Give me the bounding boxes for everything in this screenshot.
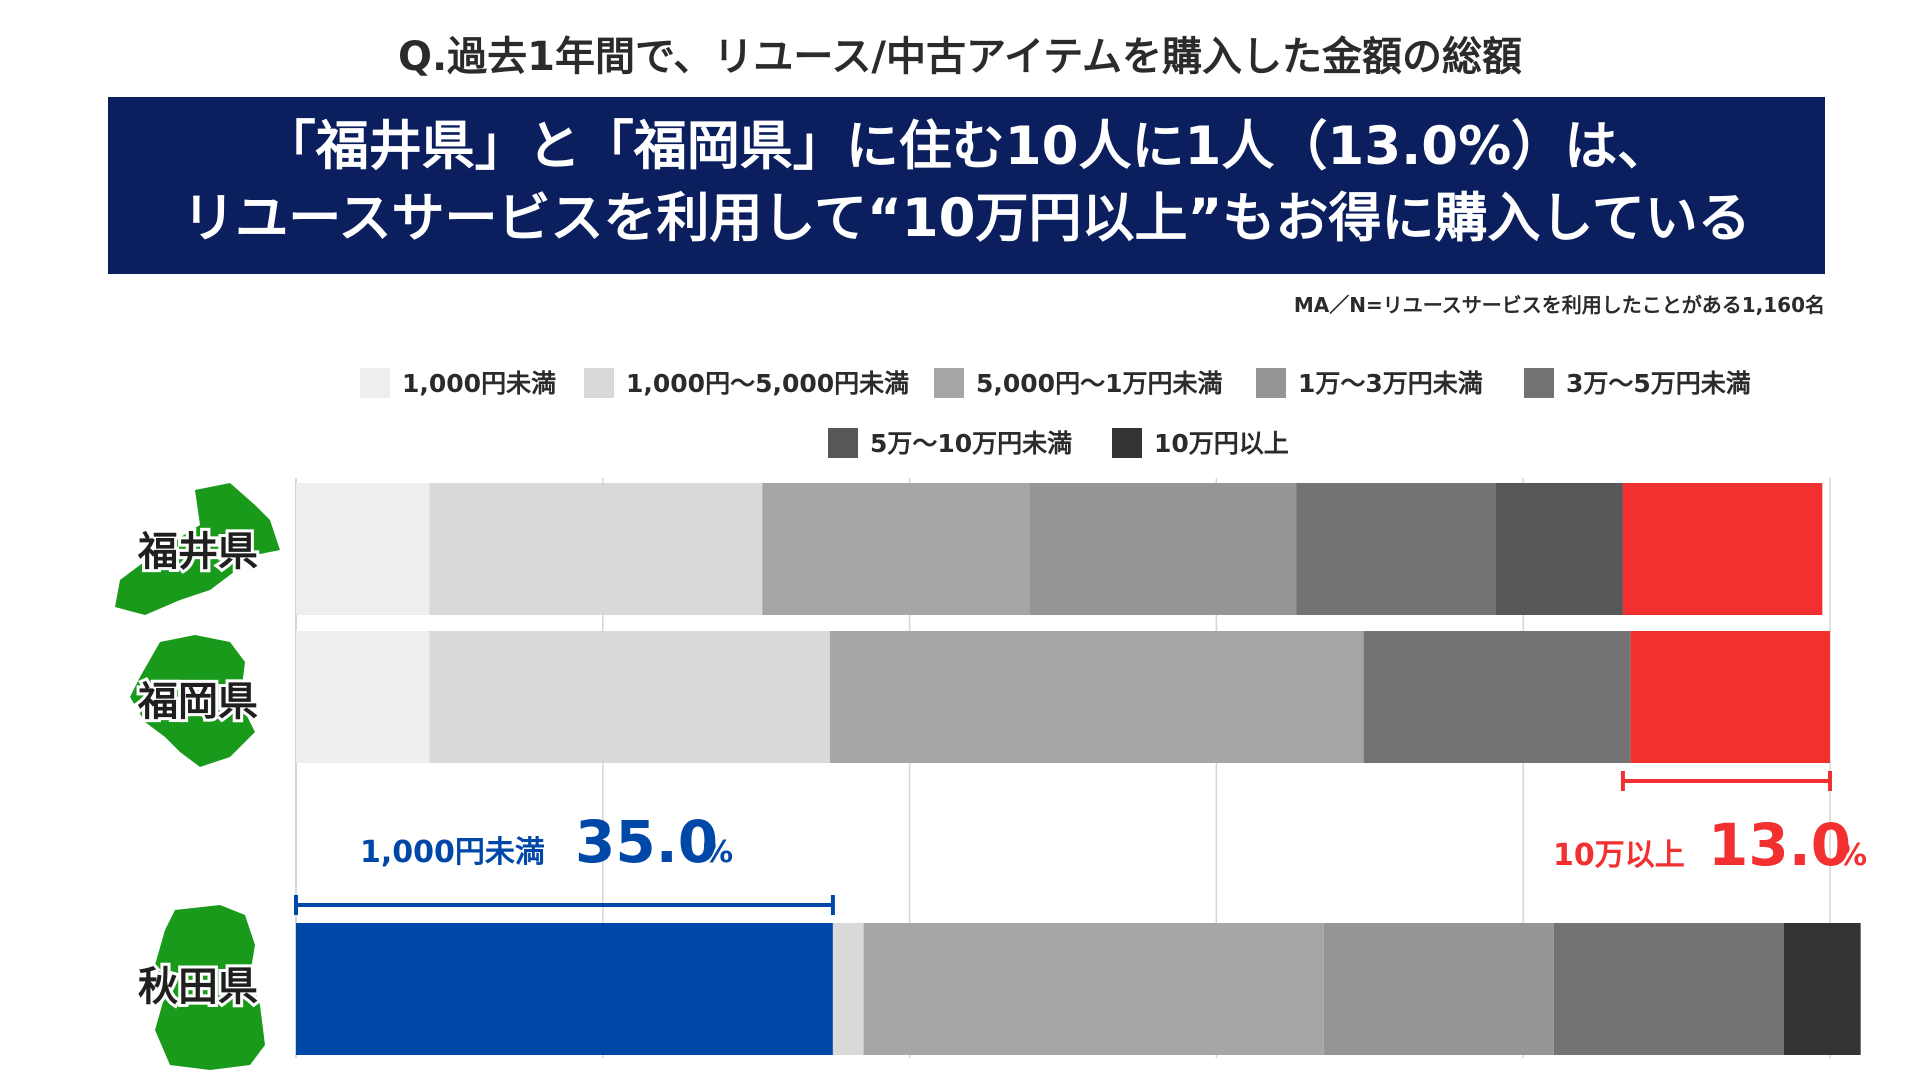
legend-label: 1,000円〜5,000円未満 [626, 369, 909, 398]
legend-swatch [584, 368, 614, 398]
legend-swatch [1112, 428, 1142, 458]
annotation-label: 10万以上 [1553, 838, 1685, 873]
bar-segment [1783, 923, 1861, 1055]
row-label: 秋田県 [138, 964, 258, 1010]
prefecture-map-icon [155, 905, 265, 1070]
bar-segment [1553, 923, 1784, 1055]
annotation-value: 13.0 [1708, 811, 1851, 879]
bar-segment [296, 923, 833, 1055]
annotation-unit: % [703, 835, 733, 870]
legend-label: 10万円以上 [1154, 429, 1289, 458]
legend-swatch [1524, 368, 1554, 398]
bar-segment [863, 923, 1324, 1055]
headline-line-1: 「福井県」と「福岡県」に住む10人に1人（13.0%）は、 [262, 116, 1671, 177]
row-label: 福岡県 [137, 679, 258, 725]
row-label: 福井県 [137, 529, 258, 575]
bar-segment [1630, 631, 1830, 763]
legend-swatch [360, 368, 390, 398]
legend-label: 5,000円〜1万円未満 [976, 369, 1222, 398]
legend-label: 3万〜5万円未満 [1566, 369, 1751, 398]
bar-segment [1495, 483, 1623, 615]
sample-note: MA／N=リユースサービスを利用したことがある1,160名 [1293, 293, 1825, 317]
legend-label: 1,000円未満 [402, 369, 556, 398]
headline-line-2: リユースサービスを利用して“10万円以上”もお得に購入している [182, 188, 1751, 249]
bar-segment [762, 483, 1030, 615]
bar-segment [1029, 483, 1297, 615]
question-text: Q.過去1年間で、リユース/中古アイテムを購入した金額の総額 [397, 34, 1523, 80]
legend-swatch [1256, 368, 1286, 398]
legend-swatch [934, 368, 964, 398]
annotation-value: 35.0 [575, 808, 718, 876]
annotation-label: 1,000円未満 [360, 835, 545, 870]
bar-segment [829, 631, 1364, 763]
headline-banner: 「福井県」と「福岡県」に住む10人に1人（13.0%）は、 リユースサービスを利… [108, 97, 1825, 274]
bar-segment [1323, 923, 1554, 1055]
bar-segment [832, 923, 864, 1055]
bar-segment [1622, 483, 1823, 615]
legend-label: 1万〜3万円未満 [1298, 369, 1483, 398]
annotation-unit: % [1837, 838, 1867, 873]
bar-segment [296, 483, 430, 615]
prefecture-map-icon [130, 635, 255, 767]
prefecture-map-icon [115, 483, 280, 615]
legend-label: 5万〜10万円未満 [870, 429, 1072, 458]
bar-segment [296, 631, 430, 763]
legend-swatch [828, 428, 858, 458]
bar-segment [429, 631, 830, 763]
bar-segment [429, 483, 763, 615]
bar-segment [1363, 631, 1631, 763]
bar-segment [1296, 483, 1496, 615]
